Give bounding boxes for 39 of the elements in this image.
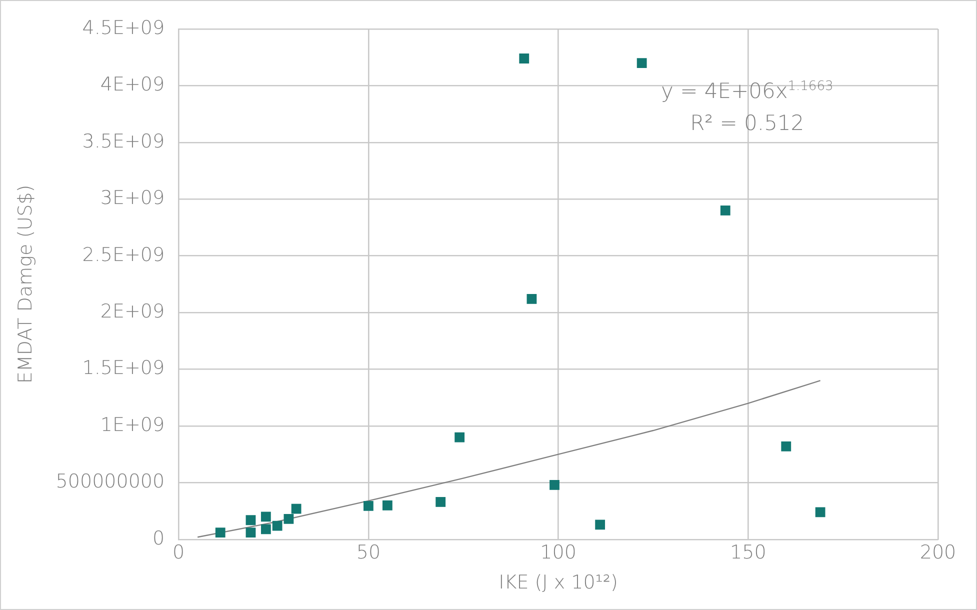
y-tick-label: 1.5E+09 [82, 357, 165, 380]
point [246, 515, 256, 526]
y-tick-label: 2E+09 [100, 300, 165, 322]
point [215, 528, 226, 538]
point [720, 206, 730, 216]
point [291, 504, 302, 514]
point [781, 441, 792, 452]
point [526, 294, 537, 304]
point [260, 524, 271, 534]
annotation: R² = 0.512 [689, 110, 806, 137]
point [260, 512, 271, 522]
point [246, 528, 256, 538]
x-tick-label: 100 [540, 542, 576, 564]
y-axis-title: EMDAT Damge (US$) [14, 184, 36, 384]
point [382, 500, 392, 510]
point [272, 520, 282, 531]
y-tick-label: 3E+09 [100, 187, 165, 210]
point [636, 58, 647, 68]
point [363, 500, 374, 511]
x-tick-label: 0 [172, 542, 185, 564]
x-axis-title: IKE (J x 10¹²) [498, 572, 618, 594]
point [519, 54, 530, 64]
point [550, 480, 560, 490]
point [284, 514, 294, 524]
point [436, 497, 446, 507]
point [815, 507, 826, 518]
x-tick-label: 150 [730, 542, 766, 564]
annotation: y = 4E+06x$^{1.1663}$ [661, 78, 834, 105]
point [454, 432, 465, 442]
y-tick-label: 1E+09 [100, 414, 165, 436]
y-tick-label: 4E+09 [100, 74, 165, 96]
y-tick-label: 3.5E+09 [82, 130, 165, 152]
y-tick-label: 2.5E+09 [82, 244, 165, 266]
y-tick-label: 500000000 [56, 470, 165, 493]
y-tick-label: 0 [152, 527, 165, 550]
point [595, 520, 606, 530]
x-tick-label: 50 [356, 542, 381, 564]
x-tick-label: 200 [920, 542, 956, 564]
y-tick-label: 4.5E+09 [82, 16, 165, 39]
